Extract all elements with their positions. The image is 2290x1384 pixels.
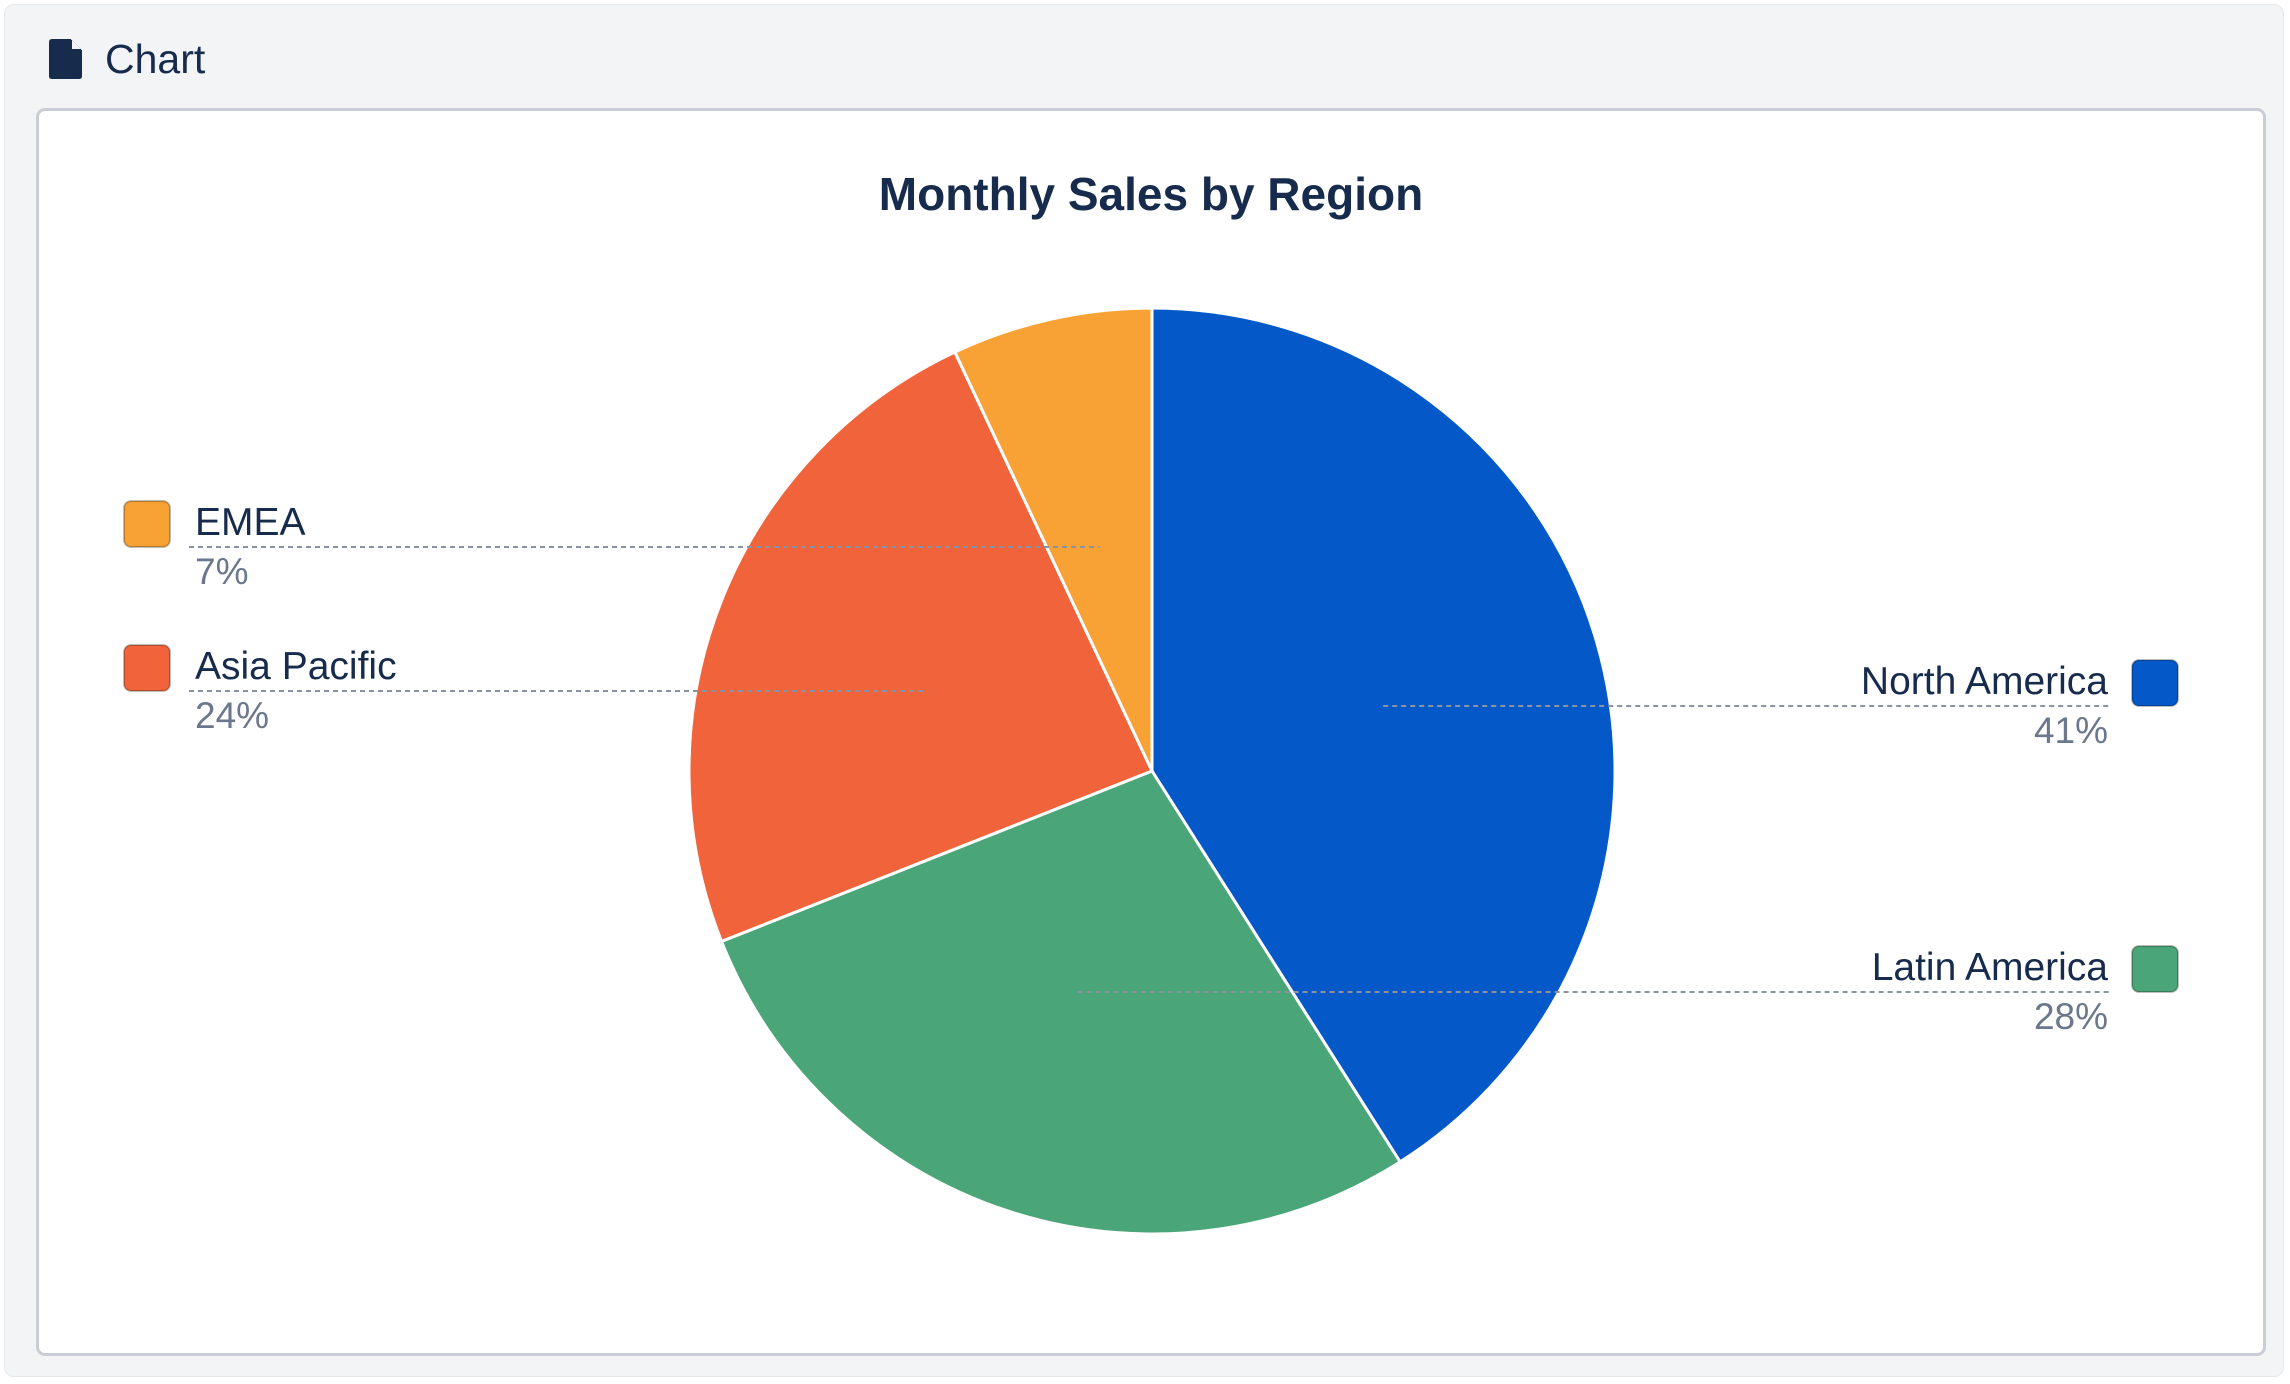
chart-title: Monthly Sales by Region [879,168,1423,220]
legend-label-north-america: North America [1861,660,2108,703]
legend-percent-asia-pacific: 24% [195,695,269,736]
legend-percent-latin-america: 28% [2034,996,2108,1037]
document-icon [49,39,82,79]
legend-label-latin-america: Latin America [1872,946,2109,989]
chart-card: Monthly Sales by Region North America 41%… [36,108,2266,1356]
pie-chart: Monthly Sales by Region North America 41%… [123,168,2179,1236]
legend-swatch-asia-pacific [123,644,171,692]
pie-slices [687,306,1617,1236]
legend-swatch-emea [123,500,171,548]
pie-slice-north-america[interactable] [1150,306,1617,1164]
pie-slice-asia-pacific[interactable] [687,350,1155,944]
panel-header: Chart [49,27,205,91]
legend-item-asia-pacific[interactable]: Asia Pacific 24% [123,644,397,736]
pie-slice-latin-america[interactable] [719,769,1403,1236]
legend-item-north-america[interactable]: North America 41% [1861,659,2179,751]
legend: North America 41% Latin America 28% Asia Pac… [123,500,2179,1037]
pie-slice-emea[interactable] [952,306,1154,772]
legend-percent-emea: 7% [195,551,248,592]
legend-swatch-latin-america [2131,945,2179,993]
legend-swatch-north-america [2131,659,2179,707]
legend-percent-north-america: 41% [2034,710,2108,751]
leader-lines [189,546,2109,993]
chart-panel: Chart Monthly Sales by Region North Amer… [4,4,2284,1377]
legend-item-emea[interactable]: EMEA 7% [123,500,306,592]
panel-title: Chart [105,35,206,82]
legend-label-asia-pacific: Asia Pacific [195,645,397,688]
legend-label-emea: EMEA [195,501,306,544]
legend-item-latin-america[interactable]: Latin America 28% [1872,945,2179,1037]
